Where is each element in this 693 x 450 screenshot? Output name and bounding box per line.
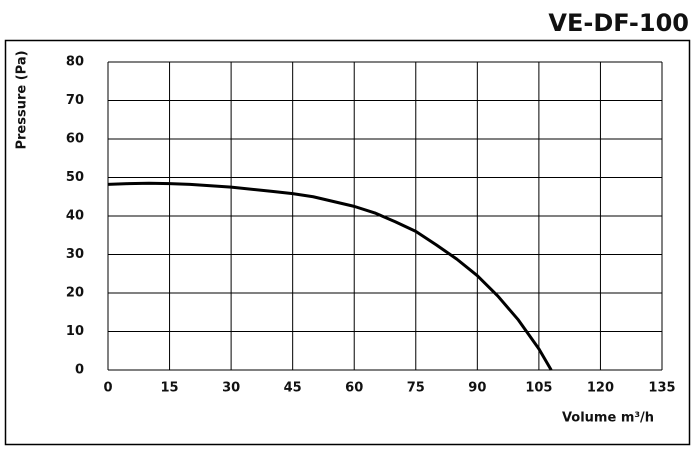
- x-tick-label: 120: [587, 381, 614, 396]
- chart-title: VE-DF-100: [548, 9, 689, 37]
- x-tick-label: 135: [648, 381, 675, 396]
- y-tick-label: 10: [66, 324, 84, 339]
- x-tick-label: 60: [345, 381, 363, 396]
- y-axis-label: Pressure (Pa): [15, 50, 30, 149]
- x-tick-label: 90: [468, 381, 486, 396]
- x-tick-label: 30: [222, 381, 240, 396]
- y-tick-label: 0: [75, 363, 84, 378]
- frame: [4, 39, 691, 446]
- x-tick-label: 105: [525, 381, 552, 396]
- y-tick-label: 80: [66, 55, 84, 70]
- y-tick-label: 60: [66, 132, 84, 147]
- x-axis-label: Volume m³/h: [562, 411, 654, 426]
- y-tick-label: 30: [66, 247, 84, 262]
- x-tick-label: 45: [284, 381, 302, 396]
- x-tick-label: 0: [103, 381, 112, 396]
- y-tick-label: 20: [66, 286, 84, 301]
- x-tick-label: 15: [161, 381, 179, 396]
- y-tick-label: 70: [66, 93, 84, 108]
- y-tick-label: 40: [66, 209, 84, 224]
- x-tick-label: 75: [407, 381, 425, 396]
- curve: [107, 181, 553, 371]
- y-tick-label: 50: [66, 170, 84, 185]
